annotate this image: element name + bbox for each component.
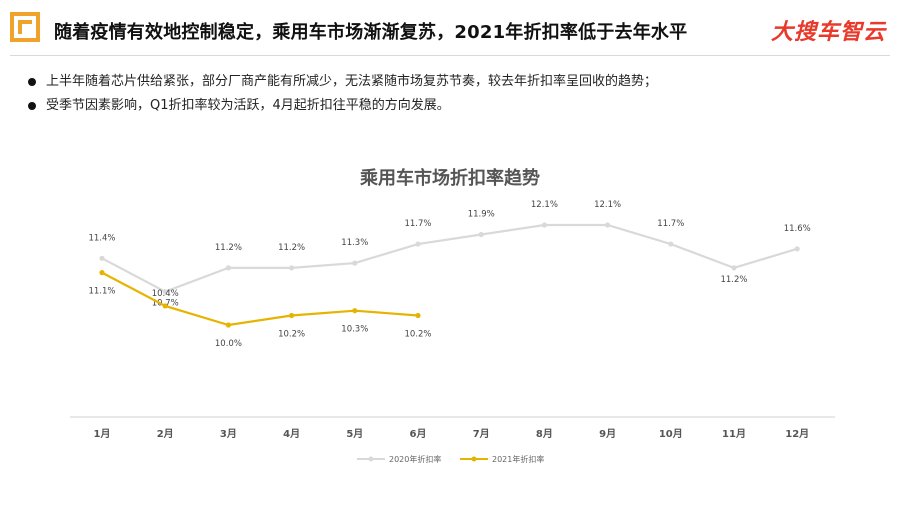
data-label: 11.7% (404, 219, 431, 229)
data-point (731, 265, 737, 271)
x-tick-label: 8月 (536, 428, 553, 440)
data-label: 10.2% (278, 329, 305, 339)
bullet-item: 上半年随着芯片供给紧张，部分厂商产能有所减少，无法紧随市场复苏节奏，较去年折扣率… (28, 72, 868, 96)
data-label: 11.2% (215, 243, 242, 253)
data-label: 11.7% (657, 219, 684, 229)
data-point (668, 241, 674, 247)
bullet-dot-icon (28, 78, 36, 86)
data-point (99, 270, 105, 276)
legend-label-2021: 2021年折扣率 (492, 454, 544, 464)
brand-logo: 大搜车智云 (770, 20, 886, 45)
data-label: 10.4% (152, 289, 179, 299)
data-point (605, 222, 611, 228)
data-point (352, 308, 358, 314)
x-tick-label: 2月 (157, 428, 174, 440)
data-point (162, 289, 168, 295)
data-label: 11.9% (468, 210, 495, 220)
x-tick-label: 11月 (722, 428, 746, 440)
x-tick-label: 10月 (659, 428, 683, 440)
data-point (289, 312, 295, 319)
data-point (478, 231, 484, 238)
data-point (289, 265, 295, 271)
x-tick-label: 1月 (94, 428, 111, 440)
data-label: 11.2% (720, 275, 747, 285)
data-label: 11.6% (784, 224, 811, 234)
data-point (352, 260, 358, 266)
x-tick-label: 12月 (785, 428, 809, 440)
bullet-item: 受季节因素影响，Q1折扣率较为活跃，4月起折扣往平稳的方向发展。 (28, 96, 868, 120)
data-label: 10.3% (341, 325, 368, 335)
bullet-dot-icon (28, 102, 36, 110)
data-label: 12.1% (531, 200, 558, 210)
data-point (99, 255, 105, 261)
x-tick-label: 5月 (346, 428, 363, 440)
page-title: 随着疫情有效地控制稳定，乘用车市场渐渐复苏，2021年折扣率低于去年水平 (54, 22, 688, 43)
data-point (541, 222, 548, 228)
x-tick-label: 3月 (220, 428, 237, 440)
x-tick-label: 6月 (410, 428, 427, 440)
data-label: 11.4% (88, 233, 115, 243)
x-tick-label: 7月 (473, 428, 490, 440)
data-point (415, 312, 421, 319)
legend-marker-2021 (471, 456, 477, 462)
data-point (162, 303, 168, 309)
line-chart: 乘用车市场折扣率趋势 1月 2月 3月 4月 5月 6月 7月 8月 9月 10月 11月 12月 1… (70, 167, 835, 464)
chart-title: 乘用车市场折扣率趋势 (359, 167, 540, 189)
bullet-list: 上半年随着芯片供给紧张，部分厂商产能有所减少，无法紧随市场复苏节奏，较去年折扣率… (28, 72, 868, 120)
header: 随着疫情有效地控制稳定，乘用车市场渐渐复苏，2021年折扣率低于去年水平 大搜车… (0, 0, 900, 56)
data-label: 12.1% (594, 200, 621, 210)
data-point (794, 246, 800, 252)
series-line-2020 (101, 223, 798, 293)
logo-icon (10, 12, 40, 42)
header-divider (10, 55, 890, 56)
data-point (225, 322, 231, 328)
data-label: 10.2% (404, 329, 431, 339)
bullet-text: 上半年随着芯片供给紧张，部分厂商产能有所减少，无法紧随市场复苏节奏，较去年折扣率… (46, 74, 658, 89)
series-line-2021 (101, 271, 419, 327)
data-point (225, 265, 231, 271)
data-label: 11.3% (341, 238, 368, 248)
legend-marker-2020 (368, 456, 374, 462)
x-tick-label: 9月 (599, 428, 616, 440)
bullet-text: 受季节因素影响，Q1折扣率较为活跃，4月起折扣往平稳的方向发展。 (46, 98, 450, 113)
x-tick-label: 4月 (283, 428, 300, 440)
legend-label-2020: 2020年折扣率 (389, 454, 441, 464)
data-label: 11.2% (278, 243, 305, 253)
data-point (415, 241, 421, 247)
data-label: 10.0% (215, 339, 242, 349)
data-label: 11.1% (88, 287, 115, 297)
